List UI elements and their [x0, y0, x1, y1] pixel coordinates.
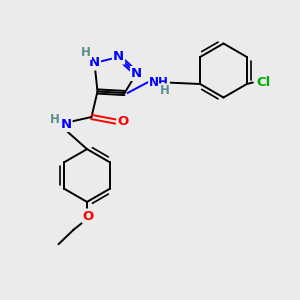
- Text: Cl: Cl: [256, 76, 271, 89]
- Text: N: N: [131, 67, 142, 80]
- Text: H: H: [81, 46, 91, 59]
- Text: O: O: [117, 115, 129, 128]
- Text: N: N: [89, 56, 100, 70]
- Text: N: N: [113, 50, 124, 64]
- Text: H: H: [160, 84, 169, 98]
- Text: NH: NH: [149, 76, 169, 89]
- Text: N: N: [60, 118, 72, 131]
- Text: H: H: [50, 112, 59, 126]
- Text: O: O: [83, 209, 94, 223]
